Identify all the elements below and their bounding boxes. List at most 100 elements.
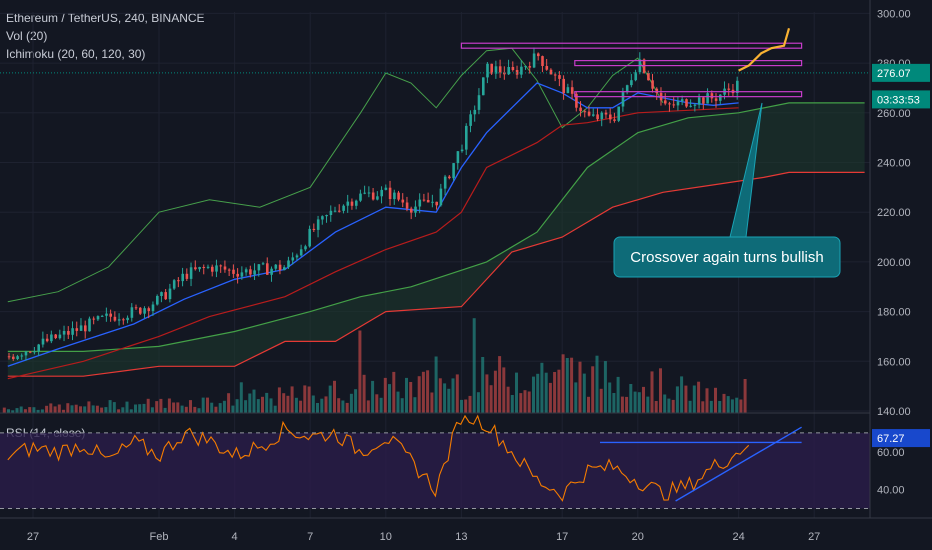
volume-bar	[730, 399, 734, 413]
candle-body	[562, 78, 565, 94]
volume-bar	[184, 406, 188, 413]
volume-bar	[222, 400, 226, 413]
candle-body	[84, 325, 87, 332]
volume-bar	[540, 362, 544, 413]
candle-body	[680, 99, 684, 102]
candle-body	[714, 98, 718, 101]
candle-body	[570, 87, 574, 94]
candle-body	[194, 267, 197, 270]
volume-bar	[608, 382, 612, 413]
rsi-tick-label: 40.00	[877, 485, 905, 497]
volume-bar	[405, 377, 408, 413]
volume-bar	[481, 357, 485, 413]
volume-indicator-label[interactable]: Vol (20)	[6, 29, 48, 43]
candle-body	[79, 325, 83, 331]
volume-bar	[57, 404, 61, 413]
candle-body	[88, 318, 91, 332]
candle-body	[16, 356, 19, 359]
volume-bar	[83, 406, 87, 413]
candle-body	[325, 215, 328, 217]
annotation-callout[interactable]: Crossover again turns bullish	[613, 102, 841, 278]
volume-bar	[15, 408, 19, 413]
volume-bar	[548, 382, 552, 413]
volume-bar	[692, 385, 696, 413]
volume-bar	[371, 380, 375, 413]
candle-body	[507, 67, 510, 75]
resistance-levels	[0, 27, 870, 98]
volume-bar	[104, 407, 108, 413]
volume-bar	[210, 402, 214, 413]
volume-bar	[265, 392, 269, 413]
volume-bar	[197, 408, 201, 413]
candle-body	[130, 307, 134, 318]
candle-body	[697, 97, 701, 105]
volume-bar	[112, 402, 116, 413]
volume-bar	[269, 398, 273, 413]
cloud-fill	[7, 102, 865, 377]
candle-body	[719, 94, 722, 101]
volume-bar	[642, 386, 645, 413]
volume-bar	[430, 392, 434, 413]
candle-body	[355, 200, 358, 206]
candle-body	[291, 257, 295, 261]
candle-body	[655, 88, 659, 93]
candle-body	[376, 196, 379, 200]
volume-bar	[53, 406, 57, 413]
candle-body	[575, 93, 578, 108]
volume-bar	[438, 378, 442, 413]
candle-body	[520, 66, 523, 75]
volume-bar	[79, 406, 82, 413]
callout-box	[613, 236, 841, 278]
volume-bar	[667, 398, 671, 413]
volume-bar	[697, 381, 701, 413]
candle-body	[410, 208, 413, 213]
candle-body	[498, 66, 502, 73]
candle-body	[350, 201, 354, 206]
volume-bar	[629, 384, 633, 413]
candle-body	[92, 318, 96, 320]
candle-body	[232, 269, 235, 274]
rsi-line	[7, 414, 750, 502]
candle-body	[685, 99, 688, 107]
ichimoku-indicator-label[interactable]: Ichimoku (20, 60, 120, 30)	[6, 47, 146, 61]
rsi-value-badge-bg	[872, 429, 930, 448]
volume-bar	[434, 356, 438, 413]
candle-body	[333, 210, 337, 212]
candle-body	[202, 267, 206, 268]
volume-bar	[23, 409, 27, 413]
candle-body	[710, 93, 714, 99]
candle-body	[363, 192, 366, 194]
candle-body	[45, 338, 49, 342]
candle-body	[71, 328, 74, 335]
time-tick-label: 27	[808, 531, 820, 543]
candle-body	[418, 199, 422, 207]
volume-bar	[557, 369, 561, 413]
senkou-span-b	[7, 171, 865, 377]
candle-body	[172, 280, 176, 289]
volume-bar	[726, 396, 730, 413]
candle-body	[528, 66, 532, 68]
candle-body	[58, 334, 62, 339]
price-tick-label: 140.00	[877, 406, 911, 418]
volume-bar	[714, 387, 717, 413]
candle-body	[105, 313, 108, 316]
volume-bar	[172, 402, 176, 413]
candle-body	[617, 106, 620, 121]
volume-bar	[95, 405, 99, 413]
candle-body	[160, 292, 163, 296]
candle-body	[443, 176, 447, 189]
candle-body	[206, 266, 210, 268]
volume-bar	[527, 391, 531, 413]
candle-body	[359, 193, 362, 201]
candle-body	[50, 334, 53, 342]
candle-body	[253, 270, 256, 275]
volume-bar	[493, 370, 497, 413]
candle-body	[613, 119, 616, 121]
candle-body	[600, 112, 604, 120]
candle-body	[634, 72, 637, 81]
volume-bar	[413, 397, 417, 413]
candle-body	[668, 103, 671, 105]
volume-bar	[587, 396, 590, 413]
